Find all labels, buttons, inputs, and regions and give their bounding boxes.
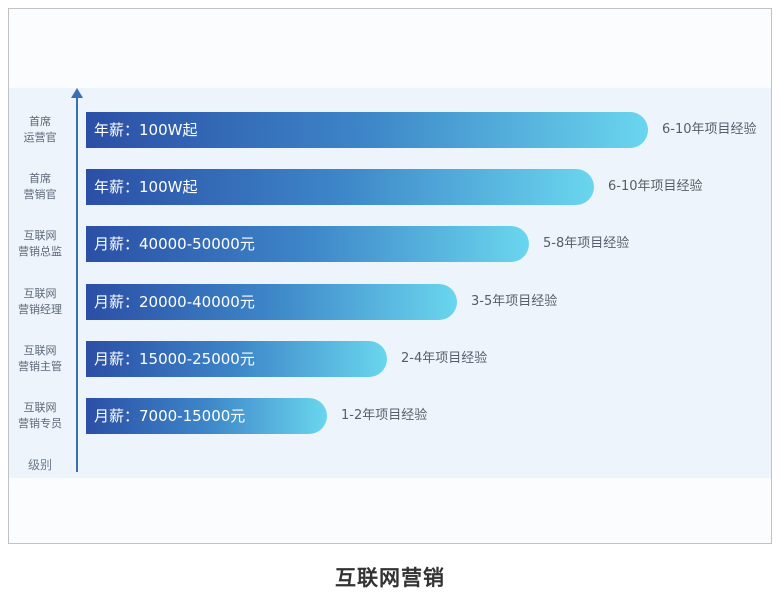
level-label: 首席 运营官 [10, 114, 70, 146]
salary-bar: 月薪：20000-40000元 [86, 283, 457, 320]
axis-label: 级别 [27, 458, 52, 472]
salary-bar: 月薪：7000-15000元 [86, 398, 327, 434]
level-label-line: 营销专员 [18, 417, 62, 430]
level-label: 互联网 营销经理 [10, 286, 70, 318]
level-label: 互联网 营销总监 [10, 228, 70, 260]
salary-label: 月薪：40000-50000元 [94, 235, 255, 254]
salary-bar: 月薪：40000-50000元 [86, 226, 529, 263]
level-label-line: 互联网 [23, 401, 57, 414]
level-label-line: 互联网 [23, 343, 57, 357]
experience-label: 5-8年项目经验 [543, 236, 630, 252]
level-label: 首席 营销官 [10, 171, 70, 203]
level-label: 互联网 营销专员 [10, 400, 70, 432]
salary-label: 年薪：100W起 [94, 121, 198, 139]
level-label-line: 营销总监 [18, 245, 62, 259]
salary-label: 年薪：100W起 [94, 178, 198, 197]
level-label-line: 互联网 [23, 229, 57, 243]
y-axis-line [76, 98, 78, 472]
level-label: 互联网 营销主管 [10, 343, 70, 375]
experience-label: 3-5年项目经验 [471, 293, 558, 309]
level-label-line: 营销官 [23, 188, 57, 202]
level-label-line: 运营官 [23, 131, 57, 144]
axis-arrow-icon [71, 88, 83, 98]
experience-label: 6-10年项目经验 [608, 179, 703, 195]
level-label-line: 营销经理 [18, 302, 62, 316]
salary-bar: 月薪：15000-25000元 [86, 340, 387, 377]
level-label-line: 首席 [29, 115, 51, 128]
salary-label: 月薪：7000-15000元 [94, 407, 246, 425]
experience-label: 6-10年项目经验 [662, 122, 757, 137]
salary-bar: 年薪：100W起 [86, 112, 648, 148]
experience-label: 1-2年项目经验 [341, 408, 428, 423]
page-title: 互联网营销 [335, 566, 445, 590]
level-label-line: 互联网 [23, 286, 57, 300]
level-label-line: 营销主管 [18, 359, 62, 373]
salary-label: 月薪：20000-40000元 [94, 292, 255, 311]
salary-label: 月薪：15000-25000元 [94, 349, 255, 368]
level-label-line: 首席 [29, 172, 51, 186]
experience-label: 2-4年项目经验 [401, 350, 488, 366]
salary-bar: 年薪：100W起 [86, 169, 594, 206]
